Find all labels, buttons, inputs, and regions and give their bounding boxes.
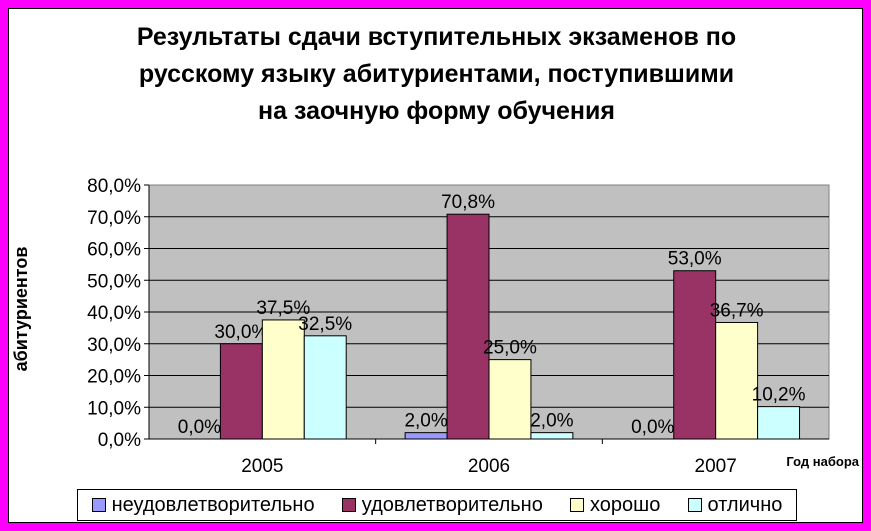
bar [530, 432, 574, 440]
legend-label: неудовлетворительно [111, 493, 315, 516]
y-tick-label: 10,0% [87, 398, 141, 419]
x-tick-label: 2007 [695, 456, 737, 477]
bar [303, 335, 347, 440]
legend-item: неудовлетворительно [91, 493, 315, 517]
legend-label: отлично [707, 493, 783, 516]
data-label: 0,0% [178, 417, 221, 438]
x-tick-label: 2005 [241, 456, 283, 477]
chart-legend: неудовлетворительно удовлетворительно хоро… [77, 489, 797, 521]
legend-label: удовлетворительно [361, 493, 543, 516]
data-label: 53,0% [668, 249, 722, 270]
y-tick-label: 60,0% [87, 240, 141, 261]
legend-swatch [570, 498, 585, 512]
bar [715, 321, 759, 440]
x-tick-label: 2006 [468, 456, 510, 477]
legend-label: хорошо [590, 493, 661, 516]
legend-item: хорошо [570, 494, 660, 517]
bar [673, 270, 717, 440]
data-label: 10,2% [752, 385, 806, 406]
chart-frame: Результаты сдачи вступительных экзаменов… [8, 8, 863, 523]
data-label: 32,5% [298, 314, 352, 335]
data-label: 25,0% [483, 338, 537, 359]
y-tick-label: 20,0% [87, 367, 141, 388]
data-label: 2,0% [404, 411, 447, 432]
data-label: 30,0% [214, 322, 268, 343]
legend-swatch [341, 498, 356, 512]
bar [757, 406, 801, 440]
legend-item: удовлетворительно [341, 493, 543, 517]
legend-item: отлично [687, 493, 783, 517]
data-label: 0,0% [631, 417, 674, 438]
legend-swatch [91, 498, 106, 512]
data-label: 37,5% [256, 298, 310, 319]
bar [219, 343, 263, 440]
y-tick-label: 80,0% [87, 176, 141, 197]
bar-chart: 0,0% 10,0% 20,0% 30,0% 40,0% 50,0% 60,0% 70,0% 8… [11, 176, 860, 477]
y-tick-label: 0,0% [98, 430, 141, 451]
bar [446, 213, 490, 440]
chart-title-line-2: русскому языку абитуриентами, поступивши… [138, 60, 735, 88]
bar [404, 432, 448, 440]
data-label: 2,0% [530, 411, 573, 432]
y-axis-title: абитуриентов [11, 247, 31, 372]
y-tick-label: 50,0% [87, 271, 141, 292]
chart-title-line-3: на заочную форму обучения [258, 97, 615, 125]
bar [488, 359, 532, 440]
chart-title: Результаты сдачи вступительных экзаменов… [9, 19, 864, 130]
y-tick-label: 70,0% [87, 208, 141, 229]
y-tick-label: 40,0% [87, 303, 141, 324]
chart-title-line-1: Результаты сдачи вступительных экзаменов… [136, 23, 737, 51]
y-tick-label: 30,0% [87, 335, 141, 356]
data-label: 36,7% [710, 300, 764, 321]
data-label: 70,8% [441, 192, 495, 213]
legend-swatch [687, 498, 702, 512]
bar [261, 319, 305, 440]
x-axis-title: Год набора [786, 454, 859, 469]
